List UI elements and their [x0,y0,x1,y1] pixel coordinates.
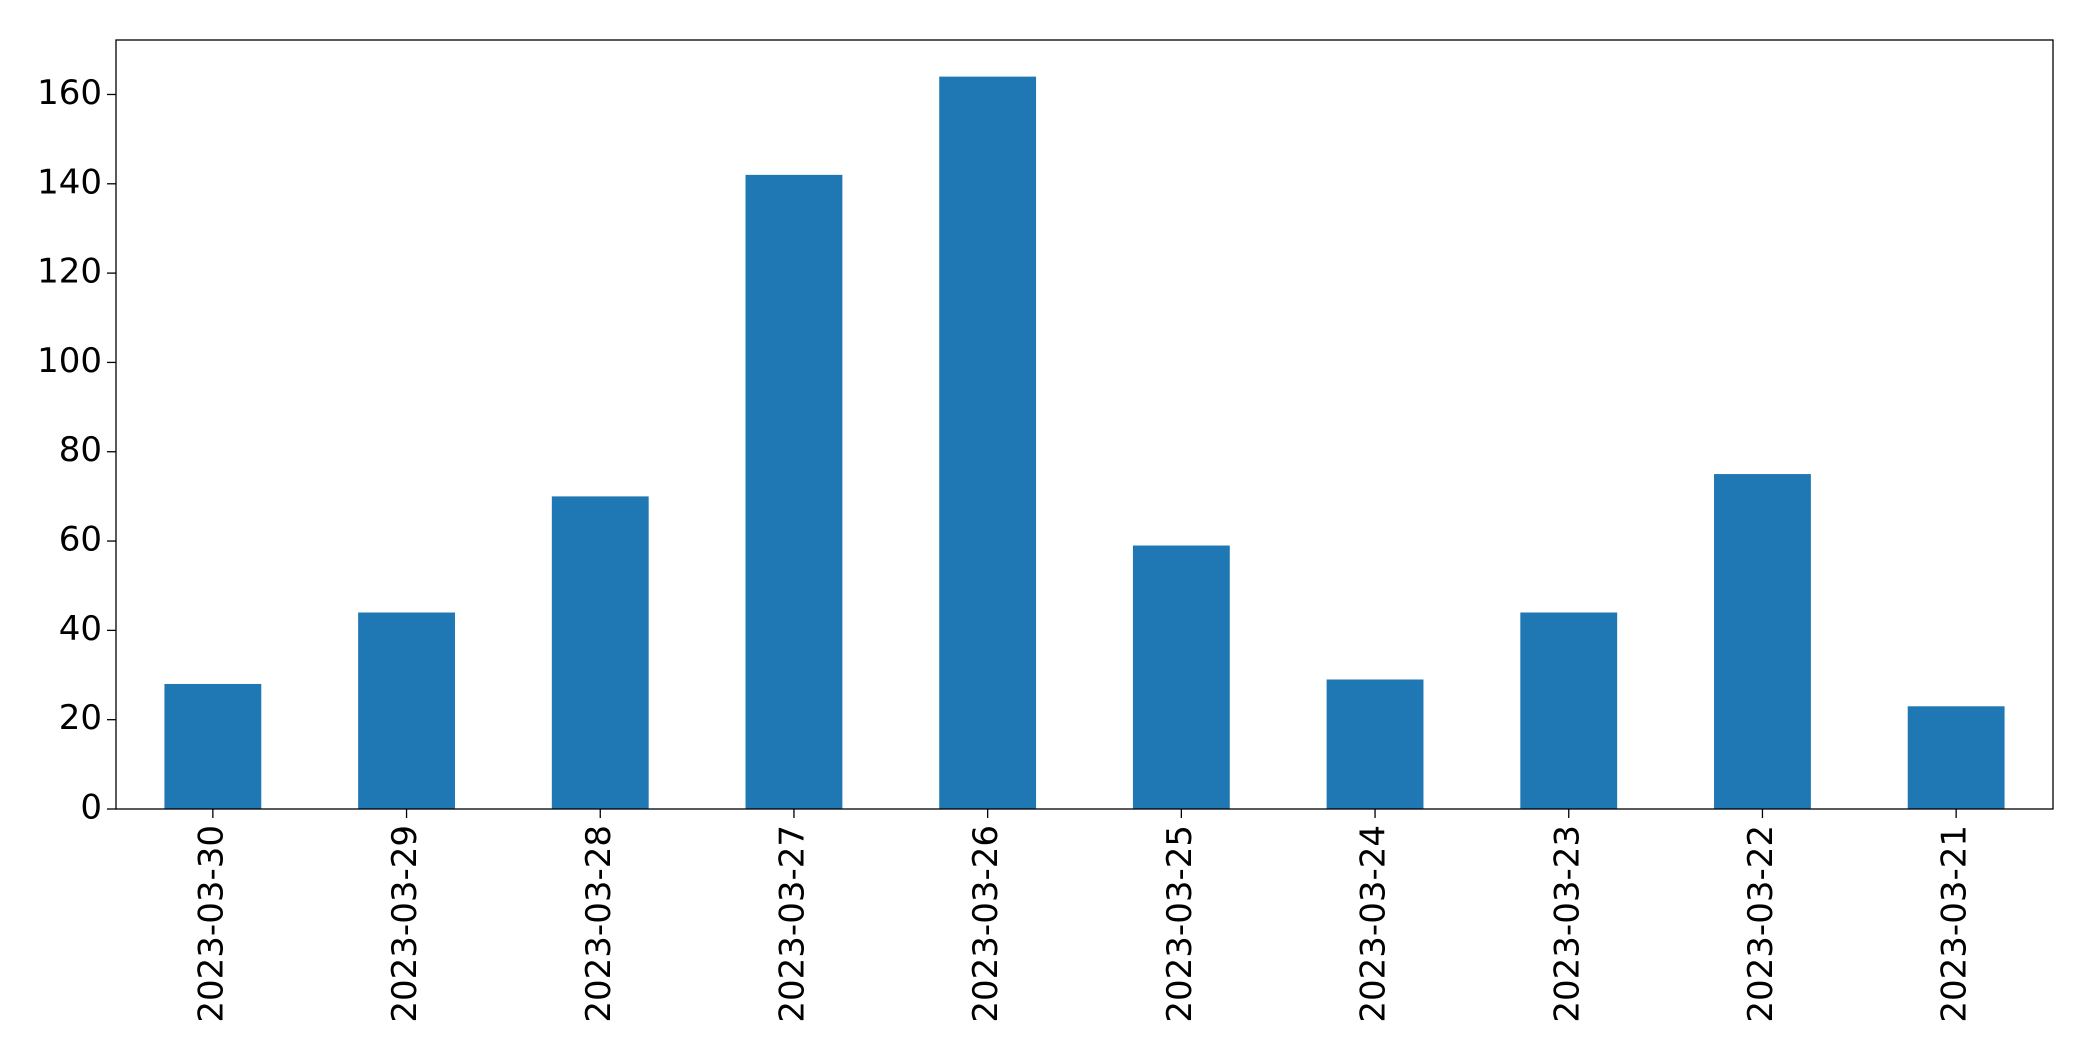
bar [939,76,1037,810]
bar [1132,545,1230,809]
bar [1520,612,1618,809]
x-tick-label: 2023-03-27 [772,825,812,1023]
y-tick-label: 140 [37,162,102,202]
axes-frame [115,39,2054,810]
y-tick-label: 20 [59,698,102,738]
x-tick-label: 2023-03-28 [579,825,619,1023]
x-tick-label: 2023-03-25 [1160,825,1200,1023]
x-tick-label: 2023-03-26 [966,825,1006,1023]
bar [1326,679,1424,809]
y-tick-label: 80 [59,430,102,470]
bar [745,174,843,809]
x-tick-label: 2023-03-22 [1741,825,1781,1023]
y-tick-label: 160 [37,73,102,113]
x-tick-label: 2023-03-29 [385,825,425,1023]
x-tick-label: 2023-03-21 [1935,825,1975,1023]
bar [164,683,262,809]
y-tick-label: 40 [59,609,102,649]
y-tick-label: 100 [37,341,102,381]
x-tick-label: 2023-03-23 [1547,825,1587,1023]
y-tick-label: 120 [37,252,102,292]
y-tick-label: 60 [59,520,102,560]
bar [358,612,455,809]
bar [1714,474,1811,809]
y-tick-label: 0 [80,788,102,828]
bar [1907,706,2005,809]
x-tick-label: 2023-03-30 [191,825,231,1023]
x-tick-label: 2023-03-24 [1354,825,1394,1023]
bar [551,496,649,809]
